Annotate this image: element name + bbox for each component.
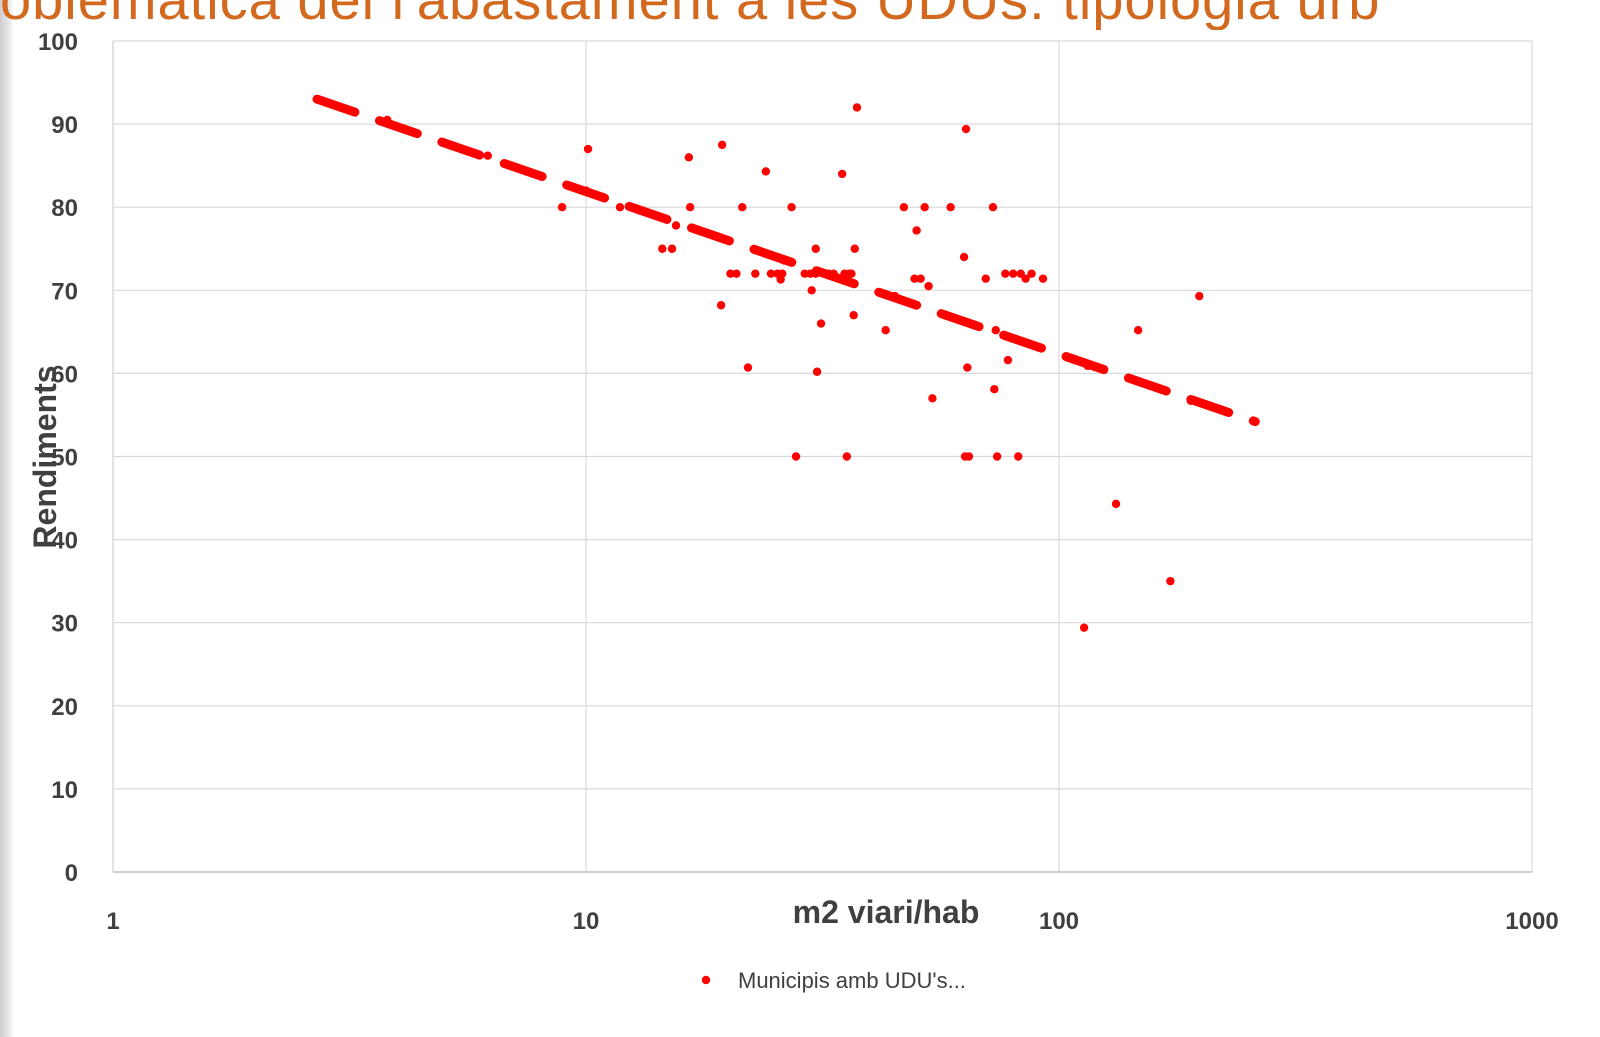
data-point (671, 221, 681, 230)
legend-label: Municipis amb UDU's... (738, 968, 966, 993)
data-point (1079, 623, 1089, 632)
x-tick-label: 100 (1039, 908, 1079, 935)
data-point (811, 244, 820, 253)
y-tick-label: 90 (51, 112, 78, 139)
data-points (383, 103, 1204, 632)
data-point (812, 367, 822, 376)
data-point (1111, 499, 1121, 509)
data-point (1001, 269, 1010, 278)
data-point (685, 203, 695, 212)
data-point (726, 269, 735, 278)
data-point (910, 274, 919, 283)
data-point (829, 269, 838, 278)
y-tick-label: 80 (51, 195, 78, 222)
data-point (716, 301, 726, 310)
axes (112, 41, 1532, 873)
data-point (1166, 576, 1175, 586)
y-tick-label: 100 (38, 29, 78, 56)
data-point (899, 203, 909, 212)
data-point (959, 252, 969, 262)
data-point (1027, 269, 1036, 278)
gridlines (113, 40, 1533, 872)
data-point (992, 452, 1002, 461)
y-tick-label: 20 (51, 694, 78, 721)
data-point (1003, 355, 1013, 365)
data-point (1083, 361, 1092, 371)
data-point (1014, 452, 1023, 461)
data-point (667, 244, 677, 253)
data-point (684, 153, 694, 162)
data-point (842, 452, 852, 461)
data-point (981, 274, 990, 283)
data-point (779, 256, 789, 265)
data-point (766, 269, 776, 278)
data-point (791, 452, 801, 461)
data-point (583, 144, 593, 154)
data-point (991, 325, 1000, 335)
data-point (852, 103, 862, 112)
data-point (761, 167, 771, 176)
data-point (557, 203, 567, 212)
data-point (850, 244, 859, 253)
data-point (961, 124, 971, 134)
data-point (1186, 396, 1196, 406)
data-point (811, 269, 820, 278)
data-point (964, 452, 974, 461)
legend: Municipis amb UDU's... (701, 968, 966, 993)
data-point (837, 169, 847, 179)
data-point (1021, 274, 1030, 283)
data-point (743, 363, 753, 372)
data-point (881, 325, 890, 335)
y-tick-label: 40 (51, 528, 78, 555)
data-point (1195, 291, 1204, 301)
y-axis-title: Rendiments (27, 365, 63, 548)
data-point (1133, 325, 1143, 335)
data-point (946, 203, 955, 212)
data-point (849, 311, 858, 320)
data-point (988, 203, 998, 212)
page-title: oblemàtica del l'abastament a les UDUs: … (0, 0, 1600, 30)
data-point (581, 186, 591, 195)
y-tick-label: 30 (51, 611, 78, 638)
data-point (847, 269, 856, 278)
data-point (1038, 274, 1048, 283)
data-point (924, 281, 933, 291)
data-point (778, 269, 787, 278)
slide-edge (0, 0, 14, 1037)
data-point (990, 384, 999, 394)
data-point (912, 226, 921, 235)
data-point (787, 203, 796, 212)
data-point (483, 151, 493, 160)
data-point (615, 203, 625, 212)
data-point (717, 140, 727, 150)
y-tick-label: 0 (65, 860, 78, 887)
x-axis-title: m2 viari/hab (793, 894, 980, 930)
y-tick-label: 10 (51, 777, 78, 804)
data-point (920, 203, 929, 212)
data-point (1008, 269, 1018, 278)
legend-marker (701, 975, 711, 985)
data-point (807, 286, 816, 295)
data-point (732, 269, 741, 278)
data-point (751, 269, 760, 278)
y-tick-label: 60 (51, 361, 78, 388)
data-point (658, 244, 667, 253)
data-point (916, 274, 925, 283)
data-point (816, 319, 826, 328)
data-point (928, 394, 937, 403)
y-tick-label: 50 (51, 445, 78, 472)
data-point (963, 363, 972, 372)
x-tick-label: 1 (106, 908, 119, 935)
y-tick-label: 70 (51, 278, 78, 305)
data-point (383, 115, 392, 125)
data-point (738, 203, 747, 212)
x-tick-label: 10 (573, 908, 600, 935)
x-tick-label: 1000 (1505, 908, 1558, 935)
data-point (890, 291, 900, 301)
